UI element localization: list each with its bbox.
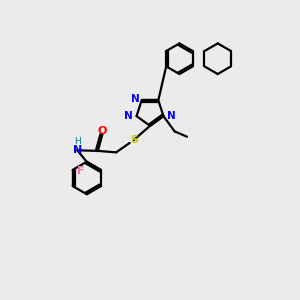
Text: S: S [130, 135, 138, 145]
Text: N: N [73, 145, 82, 155]
Text: N: N [167, 111, 176, 121]
Text: H: H [74, 137, 81, 146]
Text: O: O [98, 126, 107, 136]
Text: N: N [124, 111, 133, 121]
Text: N: N [130, 94, 139, 104]
Text: F: F [77, 166, 84, 176]
